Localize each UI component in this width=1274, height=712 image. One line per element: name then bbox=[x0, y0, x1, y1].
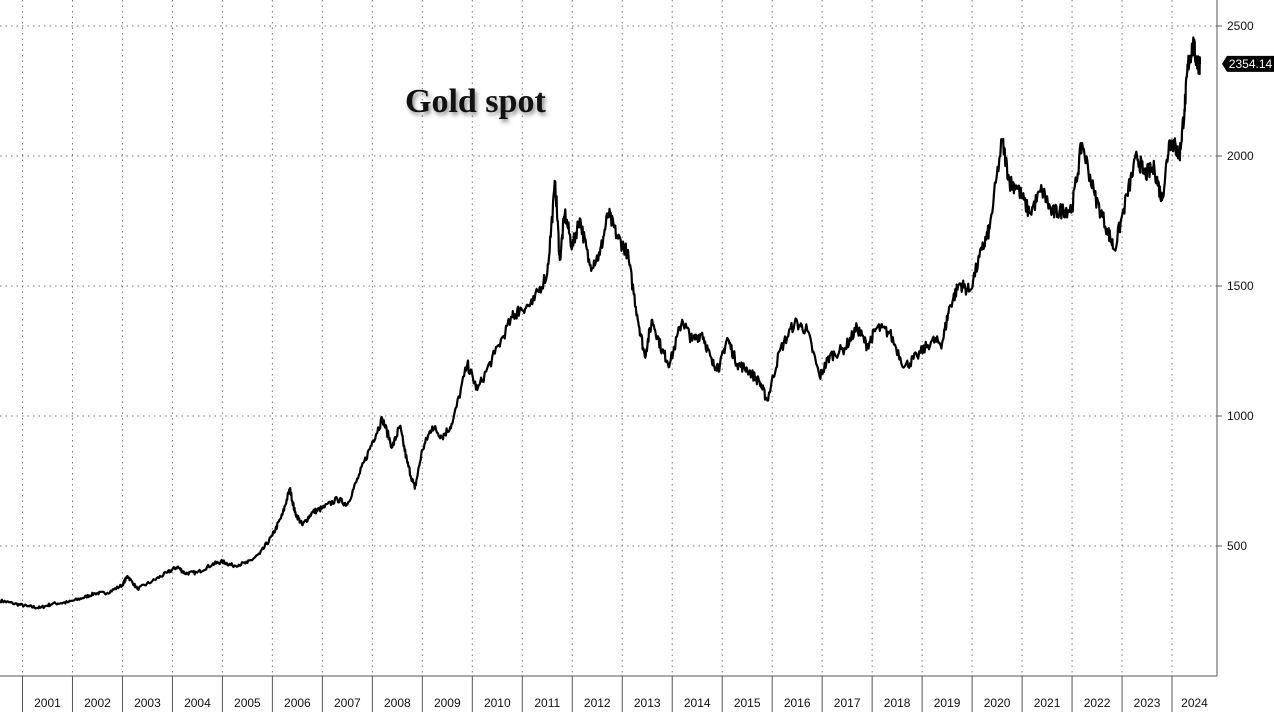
x-tick-label: 2021 bbox=[1034, 696, 1061, 710]
x-tick-label: 2006 bbox=[284, 696, 311, 710]
x-tick-label: 2010 bbox=[484, 696, 511, 710]
y-tick-label: 1500 bbox=[1227, 279, 1254, 293]
chart-title: Gold spot bbox=[405, 83, 546, 120]
y-tick-label: 500 bbox=[1227, 539, 1247, 553]
x-tick-label: 2024 bbox=[1181, 696, 1208, 710]
x-tick-label: 2008 bbox=[384, 696, 411, 710]
x-tick-label: 2007 bbox=[334, 696, 361, 710]
x-tick-label: 2014 bbox=[684, 696, 711, 710]
x-tick-label: 2018 bbox=[884, 696, 911, 710]
x-tick-label: 2009 bbox=[434, 696, 461, 710]
y-tick-label: 1000 bbox=[1227, 409, 1254, 423]
series-line bbox=[0, 36, 1202, 610]
x-tick-label: 2012 bbox=[584, 696, 611, 710]
y-tick-label: 2000 bbox=[1227, 149, 1254, 163]
x-tick-label: 2005 bbox=[234, 696, 261, 710]
x-tick-label: 2023 bbox=[1134, 696, 1161, 710]
last-value-marker: 2354.14 bbox=[1222, 55, 1274, 72]
x-tick-label: 2011 bbox=[534, 696, 560, 710]
x-tick-label: 2004 bbox=[184, 696, 211, 710]
x-tick-label: 2002 bbox=[84, 696, 111, 710]
x-tick-label: 2013 bbox=[634, 696, 661, 710]
x-tick-label: 2019 bbox=[934, 696, 961, 710]
x-tick-label: 2020 bbox=[984, 696, 1011, 710]
x-axis-ticks: 2001 2002 2003 2004 2005 2006 2007 2008 2009 2010… bbox=[21, 676, 1208, 712]
x-tick-label: 2016 bbox=[784, 696, 811, 710]
x-tick-label: 2017 bbox=[834, 696, 861, 710]
x-tick-label: 2001 bbox=[34, 696, 61, 710]
y-tick-label: 2500 bbox=[1227, 19, 1254, 33]
x-tick-label: 2003 bbox=[134, 696, 161, 710]
horizontal-gridlines bbox=[0, 25, 1217, 547]
x-tick-label: 2015 bbox=[734, 696, 761, 710]
x-tick-label: 2022 bbox=[1084, 696, 1111, 710]
last-value-label: 2354.14 bbox=[1229, 57, 1273, 71]
last-value-badge bbox=[1222, 55, 1274, 72]
y-axis-ticks: 500 1000 1500 2000 2500 bbox=[1217, 19, 1254, 553]
